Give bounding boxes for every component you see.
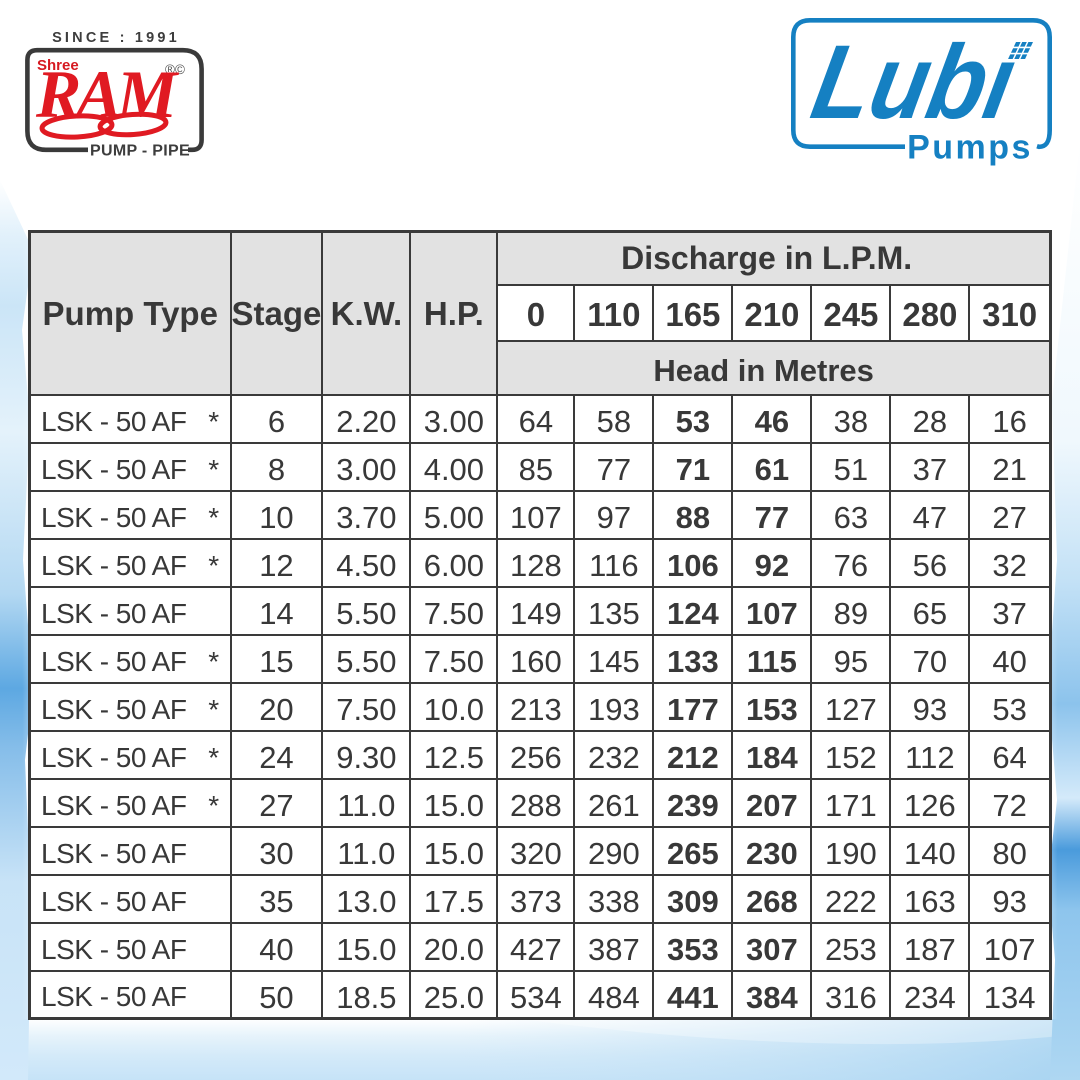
svg-text:Pumps: Pumps <box>907 129 1033 167</box>
svg-text:Shree: Shree <box>37 57 79 74</box>
svg-text:Lubı: Lubı <box>804 24 1025 141</box>
svg-text:PUMP - PIPE: PUMP - PIPE <box>90 143 190 160</box>
svg-text:®©: ®© <box>165 62 185 77</box>
svg-text:SINCE : 1991: SINCE : 1991 <box>52 30 180 46</box>
